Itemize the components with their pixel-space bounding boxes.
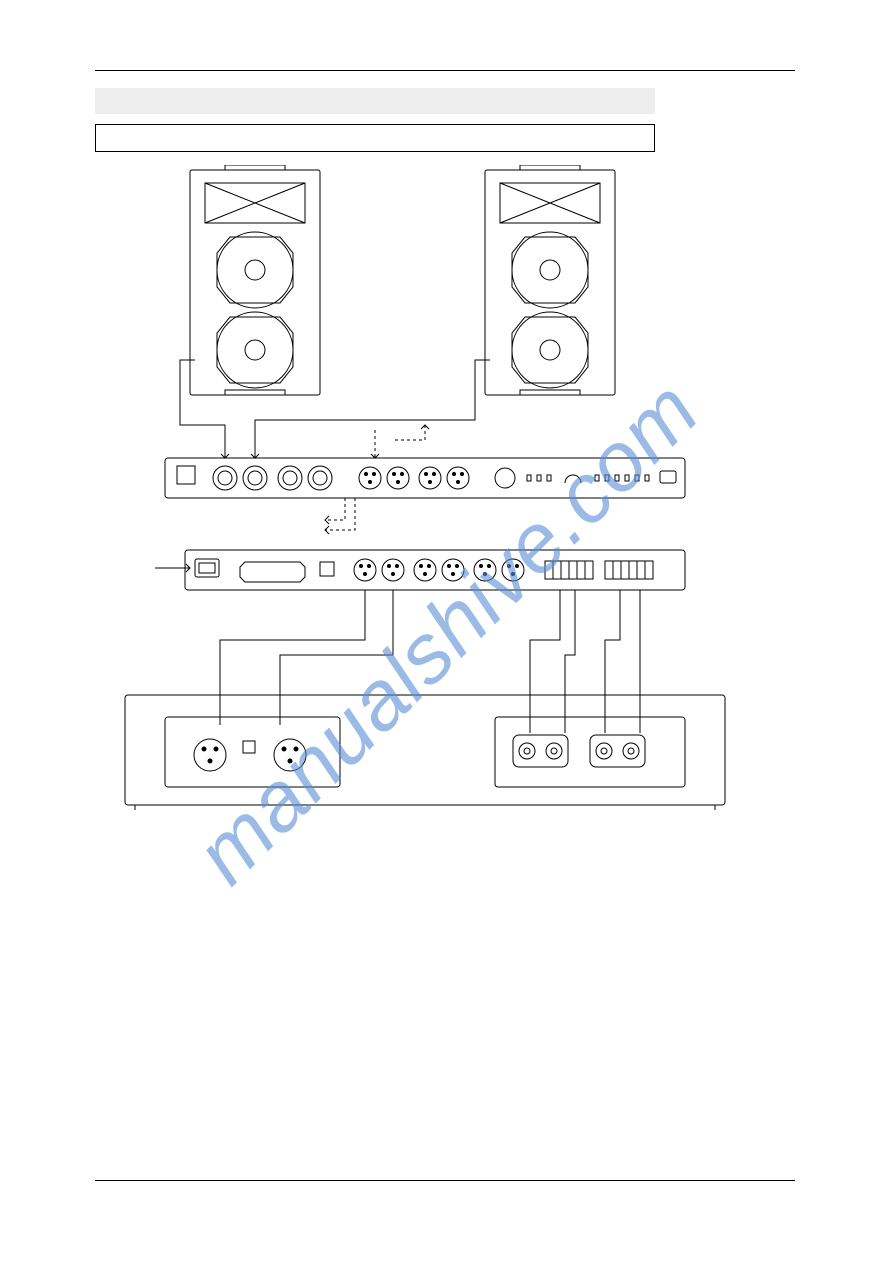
cable-spk-right	[255, 360, 490, 458]
cable-spk-left	[180, 360, 225, 458]
rack-unit-1	[165, 458, 685, 498]
subsection-box	[95, 124, 655, 152]
connection-diagram	[95, 165, 795, 865]
document-page: manualshive.com	[0, 0, 893, 1263]
cables-rack2-to-amp	[220, 590, 640, 733]
rule-bottom	[95, 1180, 795, 1181]
section-heading-band	[95, 88, 655, 114]
speaker-left	[190, 165, 320, 395]
link-cables	[325, 425, 429, 534]
rack-unit-2	[185, 550, 685, 590]
power-amp	[125, 695, 725, 810]
rule-top	[95, 70, 795, 71]
speaker-right	[485, 165, 615, 395]
diagram-svg	[95, 165, 795, 865]
